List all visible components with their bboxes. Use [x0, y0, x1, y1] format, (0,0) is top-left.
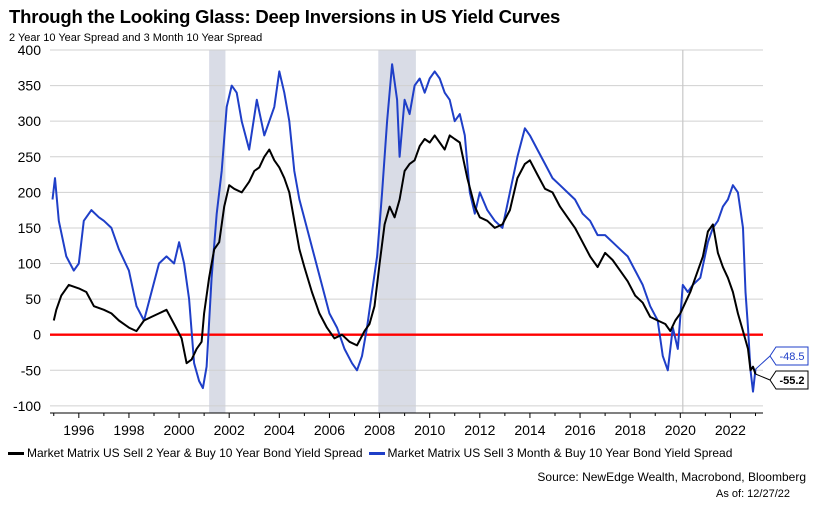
end-label-leader [755, 373, 771, 381]
x-tick-label: 2000 [163, 422, 194, 438]
y-tick-label: 400 [18, 42, 42, 58]
x-tick-label: 2020 [665, 422, 696, 438]
legend-label-2y10y: Market Matrix US Sell 2 Year & Buy 10 Ye… [27, 446, 363, 460]
x-tick-label: 2016 [564, 422, 595, 438]
y-tick-label: -100 [13, 398, 41, 414]
x-tick-label: 1996 [63, 422, 94, 438]
y-tick-label: 200 [18, 184, 42, 200]
x-tick-label: 1998 [113, 422, 144, 438]
x-tick-label: 2006 [314, 422, 345, 438]
end-label-leader [755, 355, 771, 370]
x-tick-label: 2004 [264, 422, 295, 438]
y-tick-label: 250 [18, 149, 42, 165]
as-of-date: As of: 12/27/22 [716, 488, 790, 500]
series-line-3m10y [51, 63, 757, 393]
end-label-2y10y: -55.2 [779, 375, 804, 387]
x-tick-label: 2008 [364, 422, 395, 438]
x-tick-label: 2012 [464, 422, 495, 438]
end-labels: -48.5 -55.2 [755, 346, 809, 390]
x-tick-label: 2014 [514, 422, 545, 438]
recession-shading [209, 50, 416, 413]
y-tick-label: 100 [18, 256, 42, 272]
y-tick-label: -50 [21, 362, 41, 378]
x-tick-label: 2010 [414, 422, 445, 438]
y-tick-label: 150 [18, 220, 42, 236]
chart-subtitle: 2 Year 10 Year Spread and 3 Month 10 Yea… [9, 32, 263, 44]
legend-item-3m10y: Market Matrix US Sell 3 Month & Buy 10 Y… [368, 446, 733, 460]
legend-item-2y10y: Market Matrix US Sell 2 Year & Buy 10 Ye… [8, 446, 363, 460]
legend-swatch-2y10y [8, 451, 24, 455]
series-lines [51, 63, 757, 393]
legend-label-3m10y: Market Matrix US Sell 3 Month & Buy 10 Y… [387, 446, 733, 460]
x-tick-label: 2022 [715, 422, 746, 438]
gridlines [50, 49, 763, 407]
source-note: Source: NewEdge Wealth, Macrobond, Bloom… [537, 470, 806, 484]
y-tick-label: 350 [18, 78, 42, 94]
y-tick-label: 50 [25, 291, 41, 307]
end-label-box-2y10y [769, 370, 809, 390]
x-tick-label: 2002 [214, 422, 245, 438]
y-tick-label: 0 [33, 327, 41, 343]
x-tick-label: 2018 [615, 422, 646, 438]
series-line-2y10y [52, 134, 757, 375]
recession-band [209, 50, 226, 413]
y-tick-label: 300 [18, 113, 42, 129]
end-label-3m10y: -48.5 [779, 351, 804, 363]
legend-swatch-3m10y [368, 451, 385, 455]
axes: 400 350 300 250 200 150 100 50 0 -50 -100 1996 1998 2… [13, 42, 763, 438]
chart-title: Through the Looking Glass: Deep Inversio… [9, 6, 561, 27]
chart-legend: Market Matrix US Sell 2 Year & Buy 10 Ye… [8, 446, 738, 460]
end-label-box-3m10y [769, 346, 809, 366]
